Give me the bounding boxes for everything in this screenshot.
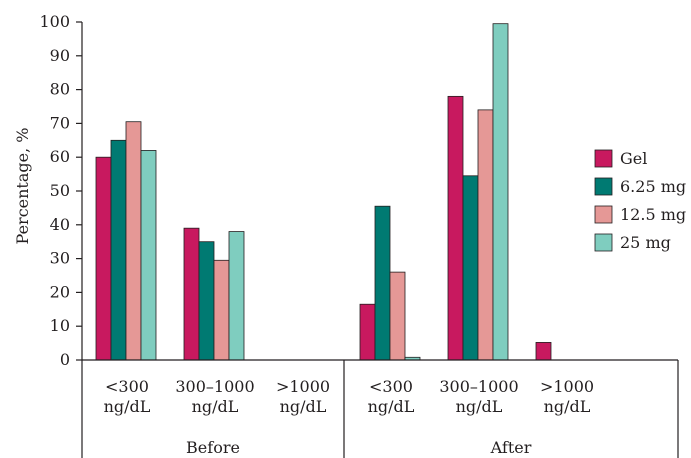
bar-Gel-cat-1	[183, 227, 200, 361]
y-tick-label: 100	[39, 12, 70, 31]
bar-12_5-mg-cat-4	[477, 109, 494, 361]
bar-25-mg-cat-1	[228, 231, 245, 361]
y-tick-label: 70	[50, 113, 70, 132]
y-tick-label: 0	[60, 350, 70, 369]
bar-Gel-cat-3	[359, 303, 376, 361]
bar-12_5-mg-cat-3	[389, 271, 406, 361]
bar-6_25-mg-cat-3	[374, 205, 391, 361]
legend-label: Gel	[620, 149, 647, 168]
bar-12_5-mg-cat-0	[125, 121, 142, 361]
legend-swatch	[594, 177, 613, 196]
bar-Gel-cat-4	[447, 95, 464, 361]
x-category-label: 300–1000 ng/dL	[439, 377, 518, 416]
x-category-label: 300–1000 ng/dL	[175, 377, 254, 416]
y-tick-label: 50	[50, 181, 70, 200]
y-tick-label: 20	[50, 282, 70, 301]
legend-swatch	[594, 149, 613, 168]
y-tick-label: 10	[50, 316, 70, 335]
legend-label: 12.5 mg	[620, 205, 686, 224]
x-group-label: Before	[186, 438, 240, 457]
y-tick-label: 90	[50, 46, 70, 65]
x-category-label: <300 ng/dL	[104, 377, 151, 416]
bar-25-mg-cat-0	[140, 150, 157, 361]
bars	[95, 23, 552, 361]
x-group-label: After	[490, 438, 532, 457]
bar-Gel-cat-0	[95, 156, 112, 361]
legend-swatch	[594, 233, 613, 252]
legend-swatch	[594, 205, 613, 224]
legend: Gel 6.25 mg 12.5 mg 25 mg	[594, 149, 686, 252]
y-tick-label: 80	[50, 80, 70, 99]
legend-label: 25 mg	[620, 233, 671, 252]
legend-label: 6.25 mg	[620, 177, 686, 196]
x-axis: <300 ng/dL 300–1000 ng/dL >1000 ng/dL <300 ng/d…	[81, 359, 679, 458]
x-category-label: >1000 ng/dL	[540, 377, 594, 416]
y-axis-title: Percentage, %	[13, 128, 32, 245]
bar-12_5-mg-cat-1	[213, 259, 230, 361]
x-category-label: <300 ng/dL	[368, 377, 415, 416]
y-tick-label: 30	[50, 249, 70, 268]
x-category-label: >1000 ng/dL	[276, 377, 330, 416]
y-tick-label: 40	[50, 215, 70, 234]
bar-25-mg-cat-4	[492, 23, 509, 361]
bar-Gel-cat-5	[535, 342, 552, 361]
y-tick-label: 60	[50, 147, 70, 166]
bar-6_25-mg-cat-0	[110, 139, 127, 361]
y-axis: 0 10 20 30 40 50 60 70 80 90 100	[39, 12, 83, 369]
bar-6_25-mg-cat-4	[462, 175, 479, 361]
bar-6_25-mg-cat-1	[198, 241, 215, 361]
